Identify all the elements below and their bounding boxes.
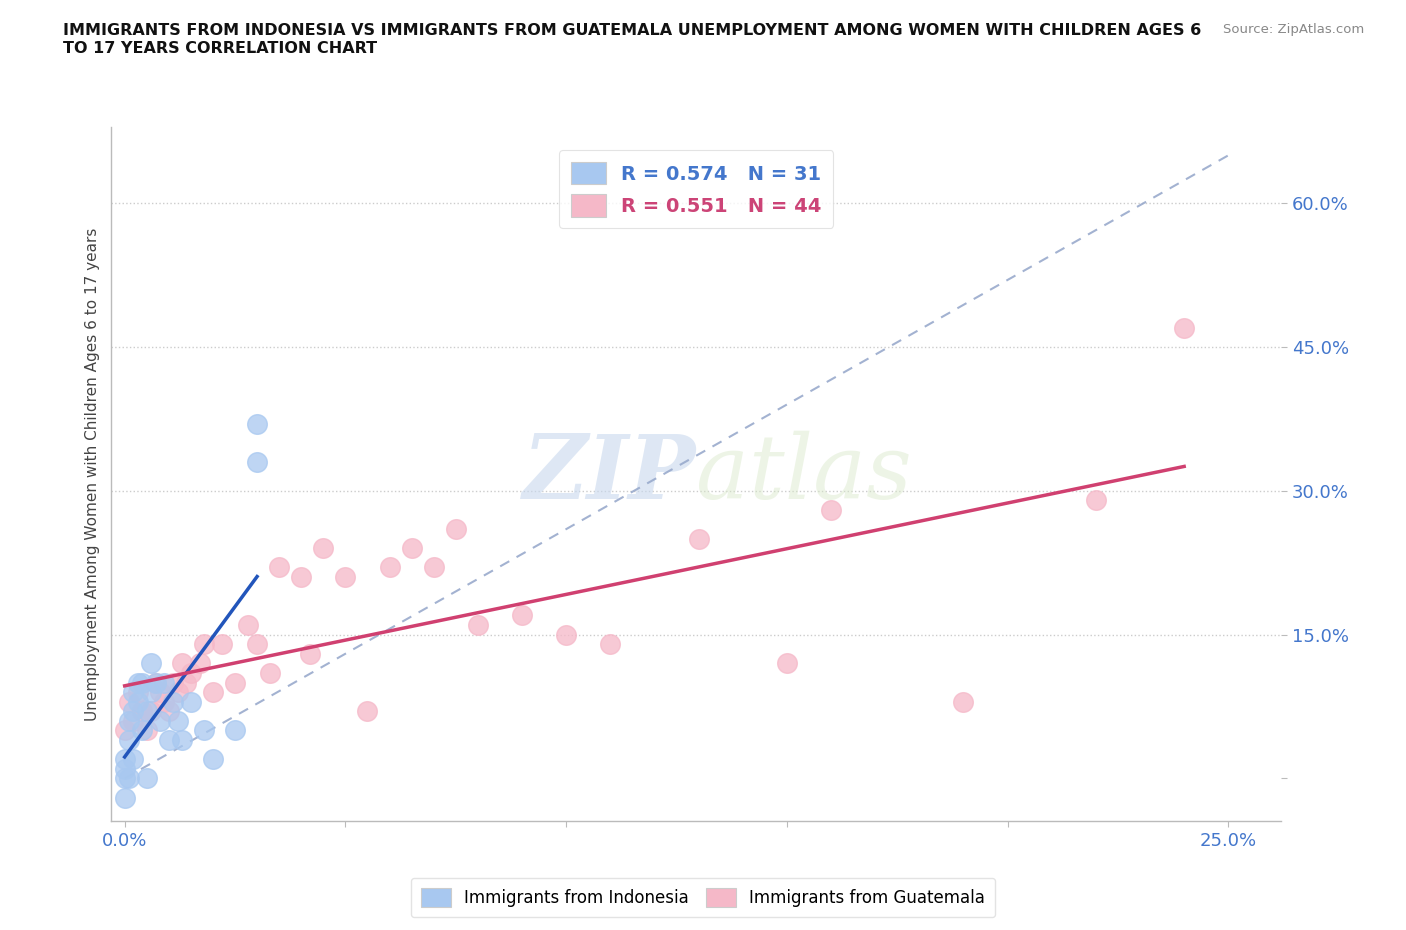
Point [122, 684, 145, 699]
Point [335, 570, 357, 585]
Point [131, 704, 153, 719]
Point [170, 656, 193, 671]
Point [422, 560, 444, 575]
Point [201, 751, 224, 766]
Text: ZIP: ZIP [523, 431, 696, 517]
Point [153, 675, 176, 690]
Point [122, 713, 145, 728]
Point [259, 666, 281, 681]
Point [162, 694, 184, 709]
Point [139, 704, 162, 719]
Point [157, 704, 180, 719]
Point [776, 656, 799, 671]
Point [176, 675, 198, 690]
Point [188, 656, 211, 671]
Point [246, 417, 269, 432]
Point [135, 704, 157, 719]
Point [180, 694, 202, 709]
Point [193, 637, 215, 652]
Point [149, 713, 172, 728]
Point [114, 790, 136, 805]
Point [688, 531, 710, 546]
Point [118, 771, 141, 786]
Point [127, 684, 149, 699]
Point [162, 675, 184, 690]
Point [356, 704, 378, 719]
Point [166, 713, 188, 728]
Point [135, 771, 157, 786]
Point [1173, 321, 1195, 336]
Point [135, 723, 157, 737]
Point [555, 627, 578, 642]
Point [312, 541, 335, 556]
Point [193, 723, 215, 737]
Point [131, 723, 153, 737]
Legend: Immigrants from Indonesia, Immigrants from Guatemala: Immigrants from Indonesia, Immigrants fr… [411, 878, 995, 917]
Point [149, 684, 172, 699]
Point [224, 675, 246, 690]
Point [510, 608, 533, 623]
Point [378, 560, 401, 575]
Point [166, 684, 188, 699]
Point [444, 522, 467, 537]
Point [145, 675, 167, 690]
Point [599, 637, 621, 652]
Point [201, 684, 224, 699]
Point [153, 694, 176, 709]
Point [401, 541, 423, 556]
Point [180, 666, 202, 681]
Text: IMMIGRANTS FROM INDONESIA VS IMMIGRANTS FROM GUATEMALA UNEMPLOYMENT AMONG WOMEN : IMMIGRANTS FROM INDONESIA VS IMMIGRANTS … [63, 23, 1202, 56]
Point [139, 684, 162, 699]
Point [145, 675, 167, 690]
Point [820, 502, 842, 517]
Point [118, 713, 141, 728]
Point [299, 646, 322, 661]
Point [1084, 493, 1107, 508]
Point [114, 771, 136, 786]
Point [118, 694, 141, 709]
Point [122, 751, 145, 766]
Point [290, 570, 312, 585]
Point [246, 637, 269, 652]
Point [952, 694, 974, 709]
Legend: R = 0.574   N = 31, R = 0.551   N = 44: R = 0.574 N = 31, R = 0.551 N = 44 [560, 151, 834, 228]
Point [139, 656, 162, 671]
Point [114, 762, 136, 777]
Point [170, 733, 193, 748]
Point [467, 618, 489, 632]
Point [122, 704, 145, 719]
Point [238, 618, 260, 632]
Text: Source: ZipAtlas.com: Source: ZipAtlas.com [1223, 23, 1364, 36]
Text: atlas: atlas [696, 431, 912, 517]
Point [118, 733, 141, 748]
Point [157, 733, 180, 748]
Point [131, 675, 153, 690]
Point [269, 560, 291, 575]
Point [127, 675, 149, 690]
Point [114, 723, 136, 737]
Point [246, 455, 269, 470]
Point [114, 751, 136, 766]
Point [224, 723, 246, 737]
Point [127, 694, 149, 709]
Point [211, 637, 233, 652]
Y-axis label: Unemployment Among Women with Children Ages 6 to 17 years: Unemployment Among Women with Children A… [86, 227, 100, 721]
